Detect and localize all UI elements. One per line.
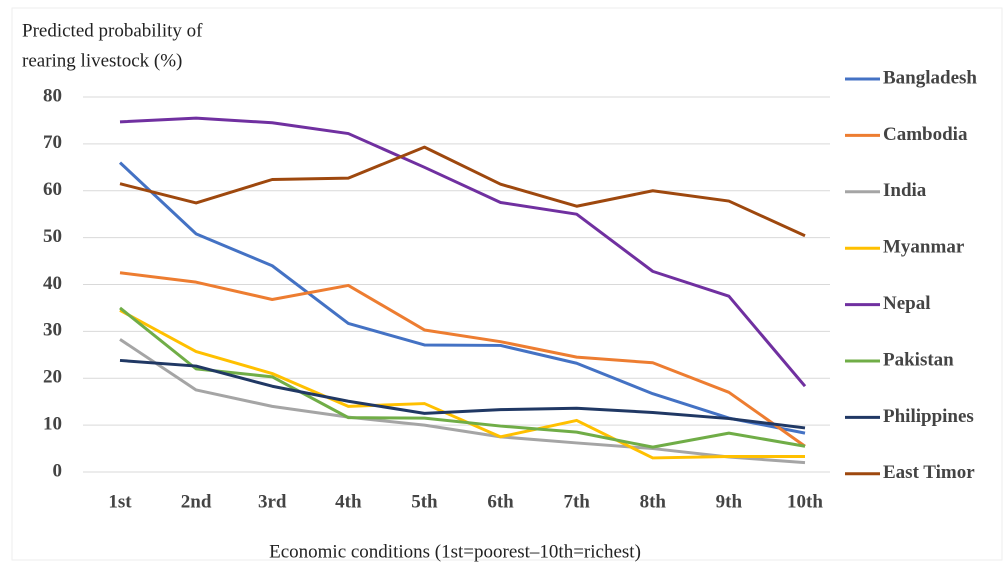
x-tick-label: 2nd xyxy=(181,491,212,512)
y-tick-label: 30 xyxy=(43,320,62,341)
legend-label: Myanmar xyxy=(883,237,965,258)
y-tick-label: 10 xyxy=(43,413,62,434)
series-line xyxy=(119,308,805,460)
series-line xyxy=(119,116,807,388)
legend-label: East Timor xyxy=(883,462,975,483)
y-tick-label: 70 xyxy=(43,132,62,153)
frame xyxy=(11,7,1003,561)
x-tick-label: 10th xyxy=(787,491,823,512)
x-tick-label: 7th xyxy=(563,491,590,512)
x-tick-label: 4th xyxy=(335,491,362,512)
y-tick-label: 20 xyxy=(43,367,62,388)
y-tick-label: 0 xyxy=(53,460,63,481)
x-tick-label: 5th xyxy=(411,491,438,512)
series-line xyxy=(119,338,806,465)
y-label-line2: rearing livestock (%) xyxy=(22,50,182,71)
y-label-line1: Predicted probability of xyxy=(22,20,203,41)
x-tick-label: 8th xyxy=(640,491,667,512)
x-label: Economic conditions (1st=poorest–10th=ri… xyxy=(269,541,641,562)
y-tick-label: 60 xyxy=(43,179,62,200)
series-line xyxy=(119,271,806,448)
x-tick-label: 6th xyxy=(487,491,514,512)
y-tick-label: 80 xyxy=(43,85,62,106)
series-line xyxy=(118,161,806,435)
legend-label: India xyxy=(883,180,927,201)
series-line xyxy=(119,306,806,449)
legend-label: Nepal xyxy=(883,293,931,314)
legend-label: Cambodia xyxy=(883,124,968,145)
legend-label: Philippines xyxy=(883,406,974,427)
series-line xyxy=(119,358,806,430)
x-tick-label: 3rd xyxy=(258,491,287,512)
y-tick-label: 50 xyxy=(43,226,62,247)
legend-label: Pakistan xyxy=(883,349,954,370)
x-tick-label: 9th xyxy=(716,491,743,512)
x-tick-label: 1st xyxy=(108,491,132,512)
series-line xyxy=(119,145,806,238)
legend-label: Bangladesh xyxy=(883,67,977,88)
y-tick-label: 40 xyxy=(43,273,62,294)
